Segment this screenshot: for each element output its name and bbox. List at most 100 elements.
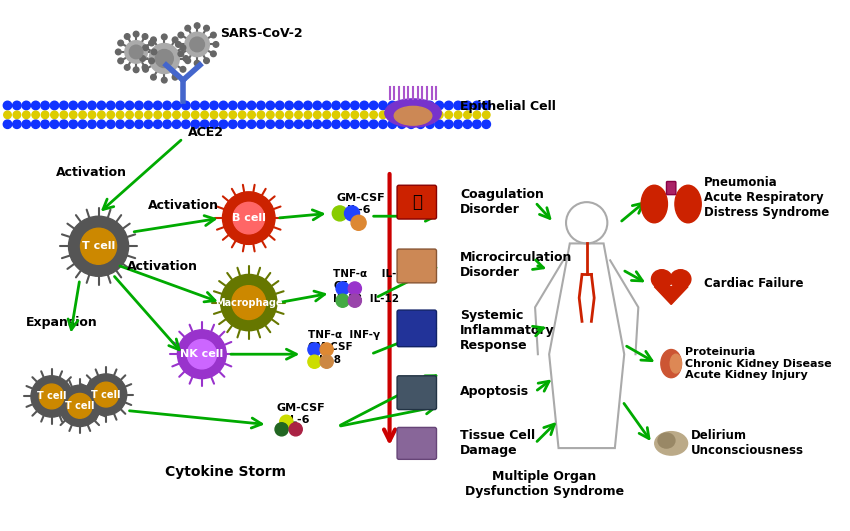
Circle shape (60, 101, 68, 110)
Circle shape (257, 120, 265, 129)
Circle shape (332, 101, 340, 110)
Circle shape (426, 101, 434, 110)
Circle shape (482, 101, 490, 110)
Circle shape (229, 111, 236, 118)
Circle shape (195, 23, 200, 29)
FancyBboxPatch shape (666, 182, 676, 195)
Circle shape (124, 65, 130, 70)
Circle shape (360, 120, 368, 129)
Circle shape (51, 111, 58, 118)
Circle shape (180, 45, 186, 50)
Circle shape (304, 111, 312, 118)
Circle shape (163, 120, 172, 129)
Circle shape (473, 111, 480, 118)
Ellipse shape (385, 99, 441, 127)
Circle shape (94, 382, 118, 407)
Circle shape (201, 111, 208, 118)
Text: IL-6: IL-6 (286, 415, 309, 425)
Text: GM-CSF: GM-CSF (277, 402, 326, 413)
Circle shape (70, 111, 77, 118)
Circle shape (247, 101, 256, 110)
Circle shape (187, 339, 217, 369)
Circle shape (144, 120, 152, 129)
Circle shape (185, 25, 190, 31)
Circle shape (150, 37, 156, 42)
Circle shape (341, 120, 349, 129)
Circle shape (308, 355, 321, 369)
Circle shape (195, 61, 200, 66)
Text: Activation: Activation (148, 199, 219, 212)
Circle shape (124, 33, 130, 39)
Circle shape (97, 101, 105, 110)
Circle shape (191, 111, 199, 118)
Circle shape (370, 101, 378, 110)
Text: Proteinuria
Chronic Kidney Disease
Acute Kidney Injury: Proteinuria Chronic Kidney Disease Acute… (685, 347, 832, 380)
Circle shape (266, 120, 275, 129)
Circle shape (150, 44, 179, 73)
Text: IL-1β  IL-12: IL-1β IL-12 (333, 294, 399, 304)
Circle shape (88, 111, 96, 118)
Circle shape (211, 51, 216, 57)
Circle shape (313, 120, 321, 129)
Circle shape (173, 111, 180, 118)
Text: ACE2: ACE2 (188, 126, 224, 140)
Circle shape (31, 120, 40, 129)
Circle shape (125, 101, 133, 110)
Circle shape (116, 111, 124, 118)
Text: IL-8: IL-8 (319, 355, 341, 365)
Text: T cell: T cell (37, 391, 66, 401)
Circle shape (351, 215, 366, 230)
Circle shape (81, 228, 116, 264)
Circle shape (106, 120, 115, 129)
Circle shape (426, 120, 434, 129)
Text: T cell: T cell (91, 390, 121, 399)
Circle shape (142, 33, 148, 39)
Circle shape (445, 120, 453, 129)
Circle shape (41, 120, 49, 129)
Circle shape (350, 101, 359, 110)
Circle shape (142, 65, 148, 70)
Circle shape (182, 101, 190, 110)
Ellipse shape (654, 432, 688, 455)
Circle shape (388, 111, 396, 118)
Ellipse shape (658, 433, 675, 448)
Circle shape (426, 111, 434, 118)
Circle shape (454, 120, 462, 129)
Circle shape (483, 111, 490, 118)
Circle shape (154, 101, 162, 110)
Circle shape (233, 202, 264, 234)
Circle shape (144, 111, 152, 118)
Circle shape (69, 120, 77, 129)
Circle shape (173, 74, 178, 80)
FancyBboxPatch shape (397, 427, 437, 459)
Circle shape (125, 120, 133, 129)
Text: TNF-α  INF-γ: TNF-α INF-γ (308, 330, 380, 340)
Circle shape (276, 111, 284, 118)
Text: Cardiac Failure: Cardiac Failure (704, 277, 803, 290)
Circle shape (41, 101, 49, 110)
Circle shape (178, 32, 184, 38)
Circle shape (463, 120, 472, 129)
Circle shape (473, 101, 481, 110)
Text: 🩸: 🩸 (411, 193, 422, 211)
Circle shape (176, 41, 181, 47)
Circle shape (336, 294, 349, 307)
Circle shape (275, 423, 288, 436)
Circle shape (149, 58, 155, 64)
Ellipse shape (394, 106, 432, 125)
Text: Apoptosis: Apoptosis (460, 386, 529, 398)
Circle shape (173, 101, 181, 110)
Ellipse shape (671, 354, 682, 373)
Circle shape (125, 41, 147, 63)
Circle shape (280, 415, 293, 429)
Circle shape (219, 111, 227, 118)
Circle shape (67, 393, 92, 418)
Text: Systemic
Inflammatory
Response: Systemic Inflammatory Response (460, 309, 554, 352)
Circle shape (116, 101, 124, 110)
Text: SARS-CoV-2: SARS-CoV-2 (221, 27, 303, 40)
Circle shape (185, 58, 190, 64)
Circle shape (3, 120, 12, 129)
Circle shape (219, 101, 228, 110)
Circle shape (416, 111, 424, 118)
Circle shape (238, 120, 246, 129)
